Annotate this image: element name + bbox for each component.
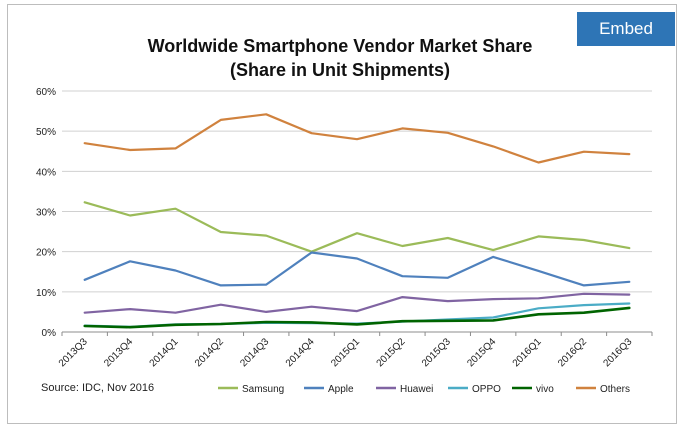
y-tick-label: 40% (36, 167, 56, 178)
legend-label-apple: Apple (328, 384, 354, 395)
x-tick-label: 2014Q1 (148, 336, 181, 369)
y-tick-label: 0% (42, 328, 57, 339)
x-tick-label: 2015Q3 (420, 336, 453, 369)
series-line-vivo (83, 306, 631, 329)
embed-button[interactable]: Embed (577, 12, 675, 46)
series-line-apple (83, 251, 631, 287)
y-tick-label: 10% (36, 288, 56, 299)
chart-title-line2: (Share in Unit Shipments) (229, 60, 451, 80)
series-line-huawei (83, 292, 631, 314)
x-tick-label: 2015Q2 (375, 336, 408, 369)
chart-title-line1: Worldwide Smartphone Vendor Market Share (147, 36, 533, 56)
x-tick-label: 2016Q3 (601, 336, 634, 369)
y-tick-label: 50% (36, 127, 56, 138)
x-tick-label: 2013Q4 (102, 336, 135, 369)
source-note: Source: IDC, Nov 2016 (41, 382, 155, 394)
x-tick-label: 2015Q4 (465, 336, 498, 369)
series-line-others (83, 113, 631, 164)
legend-label-samsung: Samsung (242, 384, 284, 395)
x-tick-label: 2014Q2 (193, 336, 226, 369)
x-tick-label: 2016Q2 (556, 336, 589, 369)
legend-label-huawei: Huawei (400, 384, 433, 395)
y-tick-label: 20% (36, 248, 56, 259)
x-tick-label: 2014Q4 (284, 336, 317, 369)
legend-label-oppo: OPPO (472, 384, 501, 395)
legend-label-others: Others (600, 384, 630, 395)
x-tick-label: 2013Q3 (57, 336, 90, 369)
x-tick-label: 2016Q1 (511, 336, 544, 369)
chart-frame (7, 4, 677, 424)
series-line-samsung (83, 201, 631, 253)
y-tick-label: 60% (36, 87, 56, 98)
y-tick-label: 30% (36, 208, 56, 219)
chart-title: Worldwide Smartphone Vendor Market Share… (60, 34, 620, 82)
x-tick-label: 2014Q3 (238, 336, 271, 369)
x-tick-label: 2015Q1 (329, 336, 362, 369)
legend-label-vivo: vivo (536, 384, 554, 395)
